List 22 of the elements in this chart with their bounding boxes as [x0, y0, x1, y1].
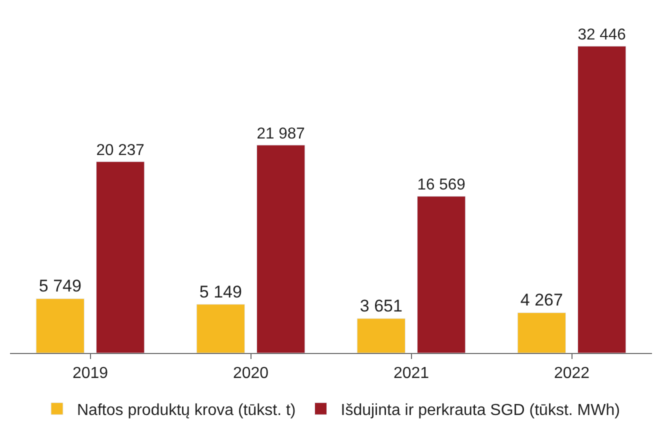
bar [256, 144, 306, 353]
bar [517, 312, 566, 353]
data-label: 20 237 [96, 142, 144, 159]
data-label: 21 987 [256, 125, 305, 142]
x-tick-label: 2021 [393, 365, 430, 382]
data-label: 3 651 [360, 296, 402, 316]
data-label: 32 446 [578, 26, 626, 44]
bar [36, 298, 84, 353]
data-label: 16 569 [417, 176, 466, 194]
x-tick-label: 2020 [232, 365, 269, 382]
x-tick-label: 2019 [72, 365, 108, 382]
bar [96, 161, 145, 353]
data-label: 5 149 [199, 282, 242, 302]
bar [356, 318, 406, 353]
bar [578, 46, 626, 353]
bar [417, 196, 466, 353]
legend-label: Naftos produktų krova (tūkst. t) [77, 402, 296, 419]
bar [196, 304, 245, 353]
legend-label: Išdujinta ir perkrauta SGD (tūkst. MWh) [340, 402, 620, 419]
data-label: 4 267 [520, 290, 563, 310]
data-label: 5 749 [38, 276, 82, 296]
x-tick-label: 2022 [554, 365, 590, 382]
